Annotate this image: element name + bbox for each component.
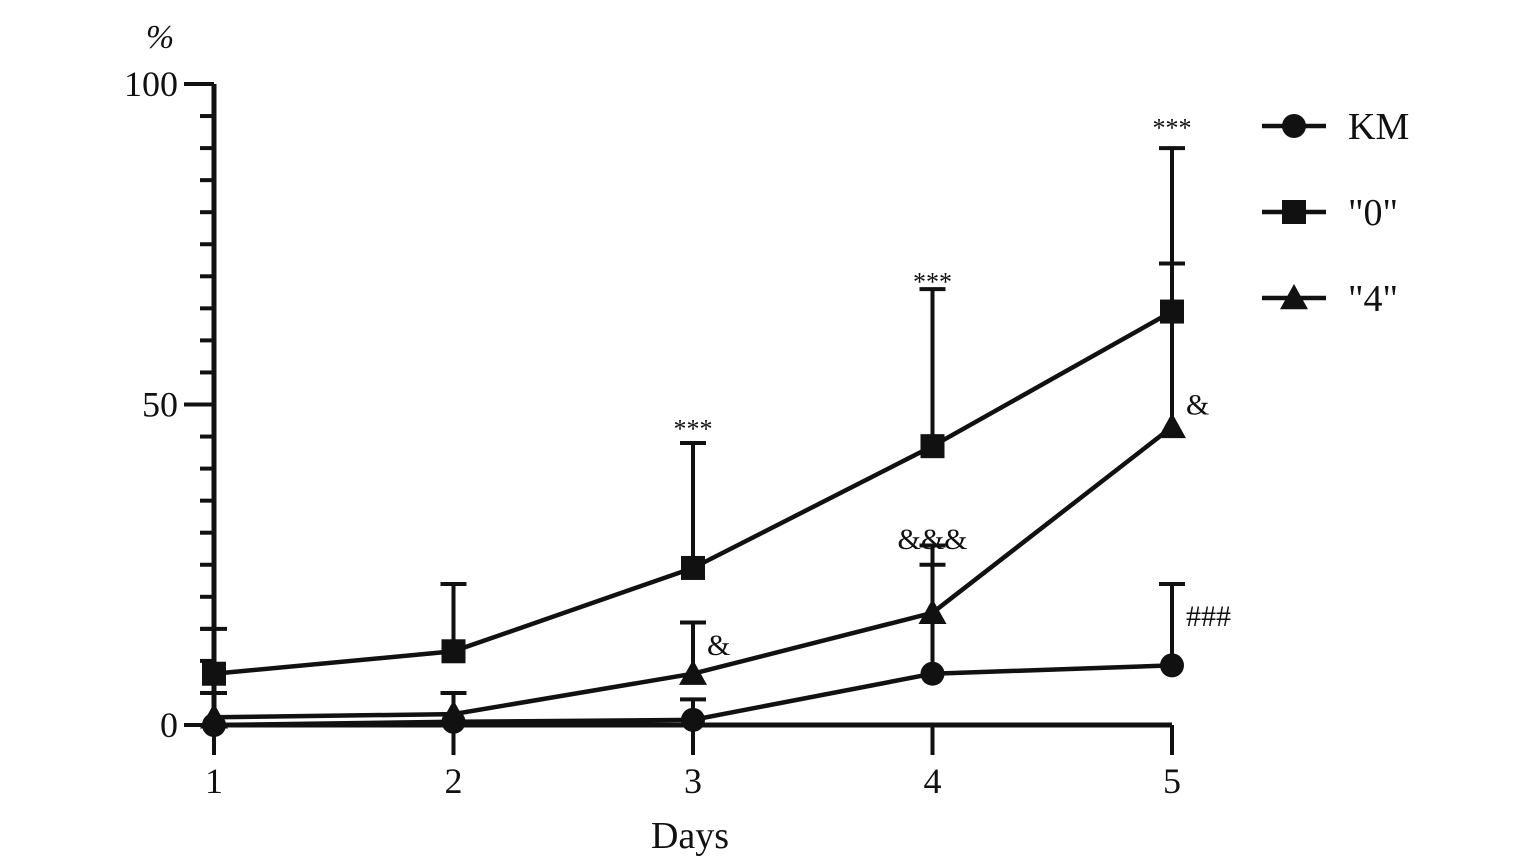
significance-annotation: ***	[913, 267, 952, 296]
significance-annotation: ###	[1186, 600, 1231, 633]
legend-marker	[1282, 114, 1306, 138]
data-point	[681, 707, 705, 732]
data-point	[681, 555, 705, 580]
data-point	[918, 598, 947, 625]
legend: KM "0" "4"	[1262, 106, 1409, 320]
data-point	[920, 661, 945, 686]
series-layer	[200, 146, 1186, 737]
y-tick-label: 0	[160, 705, 178, 745]
significance-annotation: ***	[1153, 113, 1192, 142]
data-point	[202, 661, 226, 686]
data-point	[679, 659, 707, 685]
x-tick-label: 4	[924, 761, 942, 801]
axes: 0 50 100 1 2 3 4 5	[124, 64, 1181, 801]
legend-label: "4"	[1348, 278, 1398, 320]
x-tick-label: 3	[684, 761, 702, 801]
significance-annotation: &	[707, 629, 730, 662]
y-axis-label: %	[146, 19, 174, 56]
y-tick-label: 50	[142, 385, 178, 425]
significance-annotation: ***	[674, 415, 713, 444]
x-tick-label: 2	[445, 761, 463, 801]
series-markers	[200, 299, 1186, 737]
annotation-layer: *********&&&&&###	[674, 113, 1232, 661]
x-axis-label: Days	[651, 815, 729, 857]
legend-marker	[1280, 284, 1308, 310]
y-tick-label: 100	[124, 64, 178, 104]
significance-annotation: &&&	[897, 523, 967, 556]
data-point	[441, 639, 466, 664]
legend-item: "0"	[1262, 192, 1398, 234]
data-point	[920, 434, 945, 459]
legend-label: KM	[1348, 106, 1409, 148]
data-point	[202, 713, 226, 737]
data-point	[1160, 653, 1184, 678]
legend-marker	[1282, 200, 1306, 224]
legend-label: "0"	[1348, 192, 1398, 234]
legend-item: "4"	[1262, 278, 1398, 320]
significance-annotation: &	[1186, 389, 1209, 422]
x-tick-label: 1	[205, 761, 223, 801]
data-point	[1160, 299, 1184, 324]
data-point	[1158, 412, 1186, 439]
legend-item: KM	[1262, 106, 1409, 148]
data-point	[441, 709, 466, 734]
x-tick-label: 5	[1163, 761, 1181, 801]
